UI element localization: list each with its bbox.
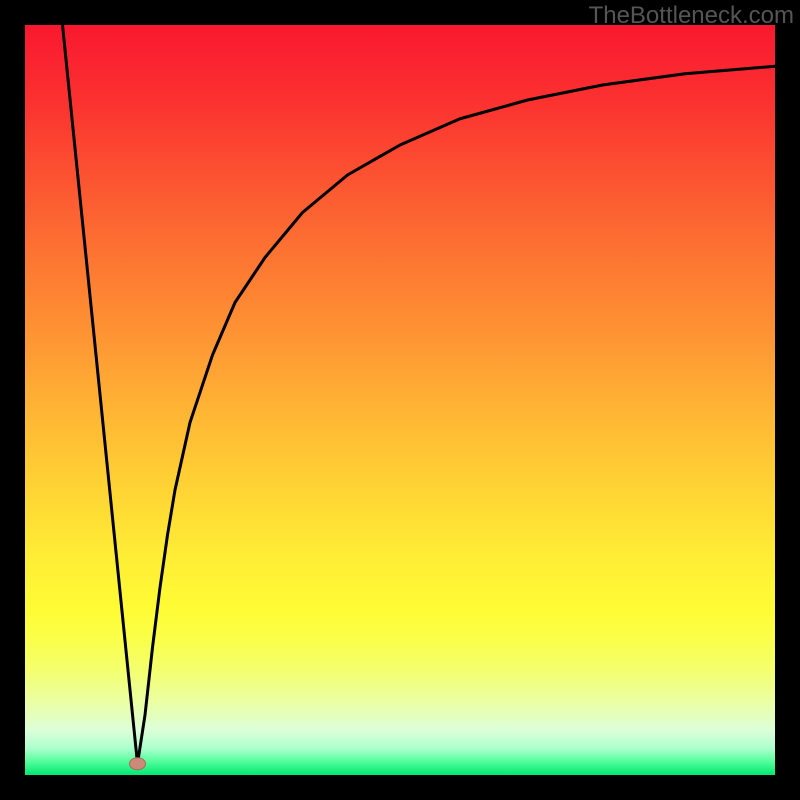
- optimal-point-marker: [130, 758, 146, 770]
- chart-svg: [0, 0, 800, 800]
- plot-area: [25, 25, 775, 775]
- watermark-text: TheBottleneck.com: [589, 2, 794, 30]
- chart-container: TheBottleneck.com: [0, 0, 800, 800]
